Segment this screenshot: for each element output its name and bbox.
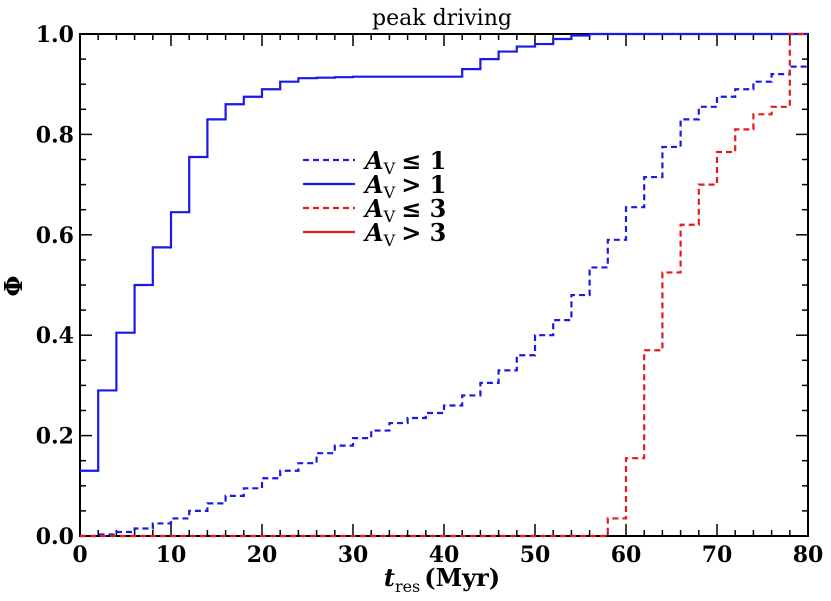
legend-relation: > 1	[401, 170, 446, 199]
x-tick-label: 70	[702, 542, 733, 568]
legend-symbol-sub: V	[383, 207, 396, 226]
legend-label-3: AV > 3	[363, 218, 446, 250]
y-tick-label: 0.2	[36, 424, 74, 450]
x-tick-label: 20	[247, 542, 278, 568]
y-tick-label: 1.0	[36, 22, 74, 48]
legend-relation: > 3	[401, 218, 446, 247]
x-tick-label: 40	[429, 542, 460, 568]
y-tick-label: 0.6	[36, 223, 74, 249]
legend-symbol: A	[363, 146, 384, 175]
x-tick-label: 80	[793, 542, 824, 568]
legend-symbol-sub: V	[383, 159, 396, 178]
x-tick-label: 30	[338, 542, 369, 568]
legend-symbol: A	[363, 194, 384, 223]
legend-label-1: AV > 1	[363, 170, 446, 202]
x-axis-label: tres (Myr)	[384, 563, 500, 596]
y-tick-label: 0.8	[36, 122, 74, 148]
legend-label-0: AV ≤ 1	[363, 146, 446, 178]
chart-title: peak driving	[372, 6, 512, 31]
series-layer	[80, 32, 808, 538]
legend-symbol-sub: V	[383, 183, 396, 202]
x-tick-label: 50	[520, 542, 551, 568]
x-axis-label-sub: res	[395, 577, 420, 596]
x-tick-label: 0	[72, 542, 87, 568]
legend-relation: ≤ 1	[401, 146, 446, 175]
legend-relation: ≤ 3	[401, 194, 446, 223]
x-axis-label-unit: (Myr)	[424, 563, 500, 592]
series-line-2	[80, 32, 808, 538]
x-axis-label-main: t	[384, 563, 395, 592]
chart-legend: AV ≤ 1AV > 1AV ≤ 3AV > 3	[303, 146, 446, 250]
y-tick-label: 0.4	[36, 323, 74, 349]
x-tick-label: 10	[156, 542, 187, 568]
x-tick-labels: 0 10 20 30 40 50 60 70 80	[72, 542, 823, 568]
legend-symbol-sub: V	[383, 231, 396, 250]
legend-symbol: A	[363, 218, 384, 247]
legend-label-2: AV ≤ 3	[363, 194, 446, 226]
series-line-0	[80, 65, 808, 538]
y-axis-label: Φ	[0, 276, 28, 297]
legend-symbol: A	[363, 170, 384, 199]
y-tick-labels: 0.0 0.2 0.4 0.6 0.8 1.0	[36, 22, 74, 550]
series-line-1	[80, 32, 808, 472]
x-tick-label: 60	[611, 542, 642, 568]
y-tick-label: 0.0	[36, 524, 74, 550]
